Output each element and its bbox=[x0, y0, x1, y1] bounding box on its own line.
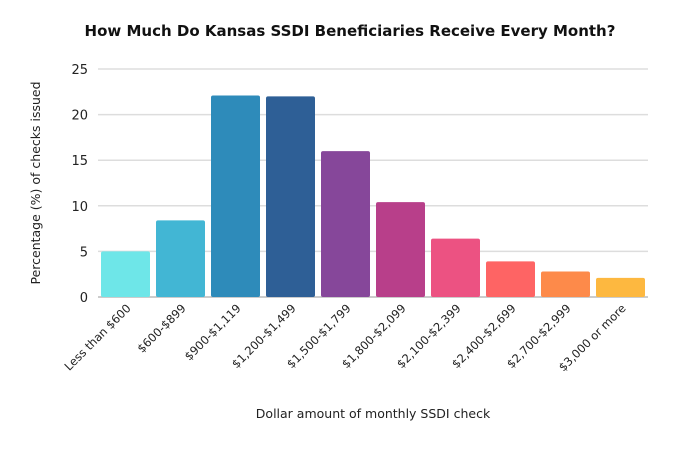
chart-title: How Much Do Kansas SSDI Beneficiaries Re… bbox=[85, 22, 616, 40]
y-tick-label: 0 bbox=[80, 291, 88, 306]
x-tick-label: Less than $600 bbox=[62, 301, 134, 373]
bar bbox=[321, 151, 370, 297]
bar bbox=[101, 251, 150, 297]
bar bbox=[156, 220, 205, 297]
y-axis-label: Percentage (%) of checks issued bbox=[28, 81, 43, 284]
y-tick-label: 25 bbox=[71, 63, 88, 78]
x-axis-label: Dollar amount of monthly SSDI check bbox=[256, 406, 491, 421]
bar bbox=[266, 96, 315, 297]
bar bbox=[486, 261, 535, 297]
y-tick-label: 10 bbox=[71, 200, 88, 215]
x-tick-label: $900-$1,119 bbox=[182, 301, 244, 363]
y-tick-label: 15 bbox=[71, 154, 88, 169]
x-tick-label: $600-$899 bbox=[134, 301, 188, 355]
bar bbox=[376, 202, 425, 297]
bar bbox=[431, 238, 480, 297]
y-tick-label: 20 bbox=[71, 109, 88, 124]
y-tick-label: 5 bbox=[80, 245, 88, 260]
bar bbox=[541, 271, 590, 297]
bar bbox=[211, 95, 260, 297]
bar bbox=[596, 277, 645, 297]
